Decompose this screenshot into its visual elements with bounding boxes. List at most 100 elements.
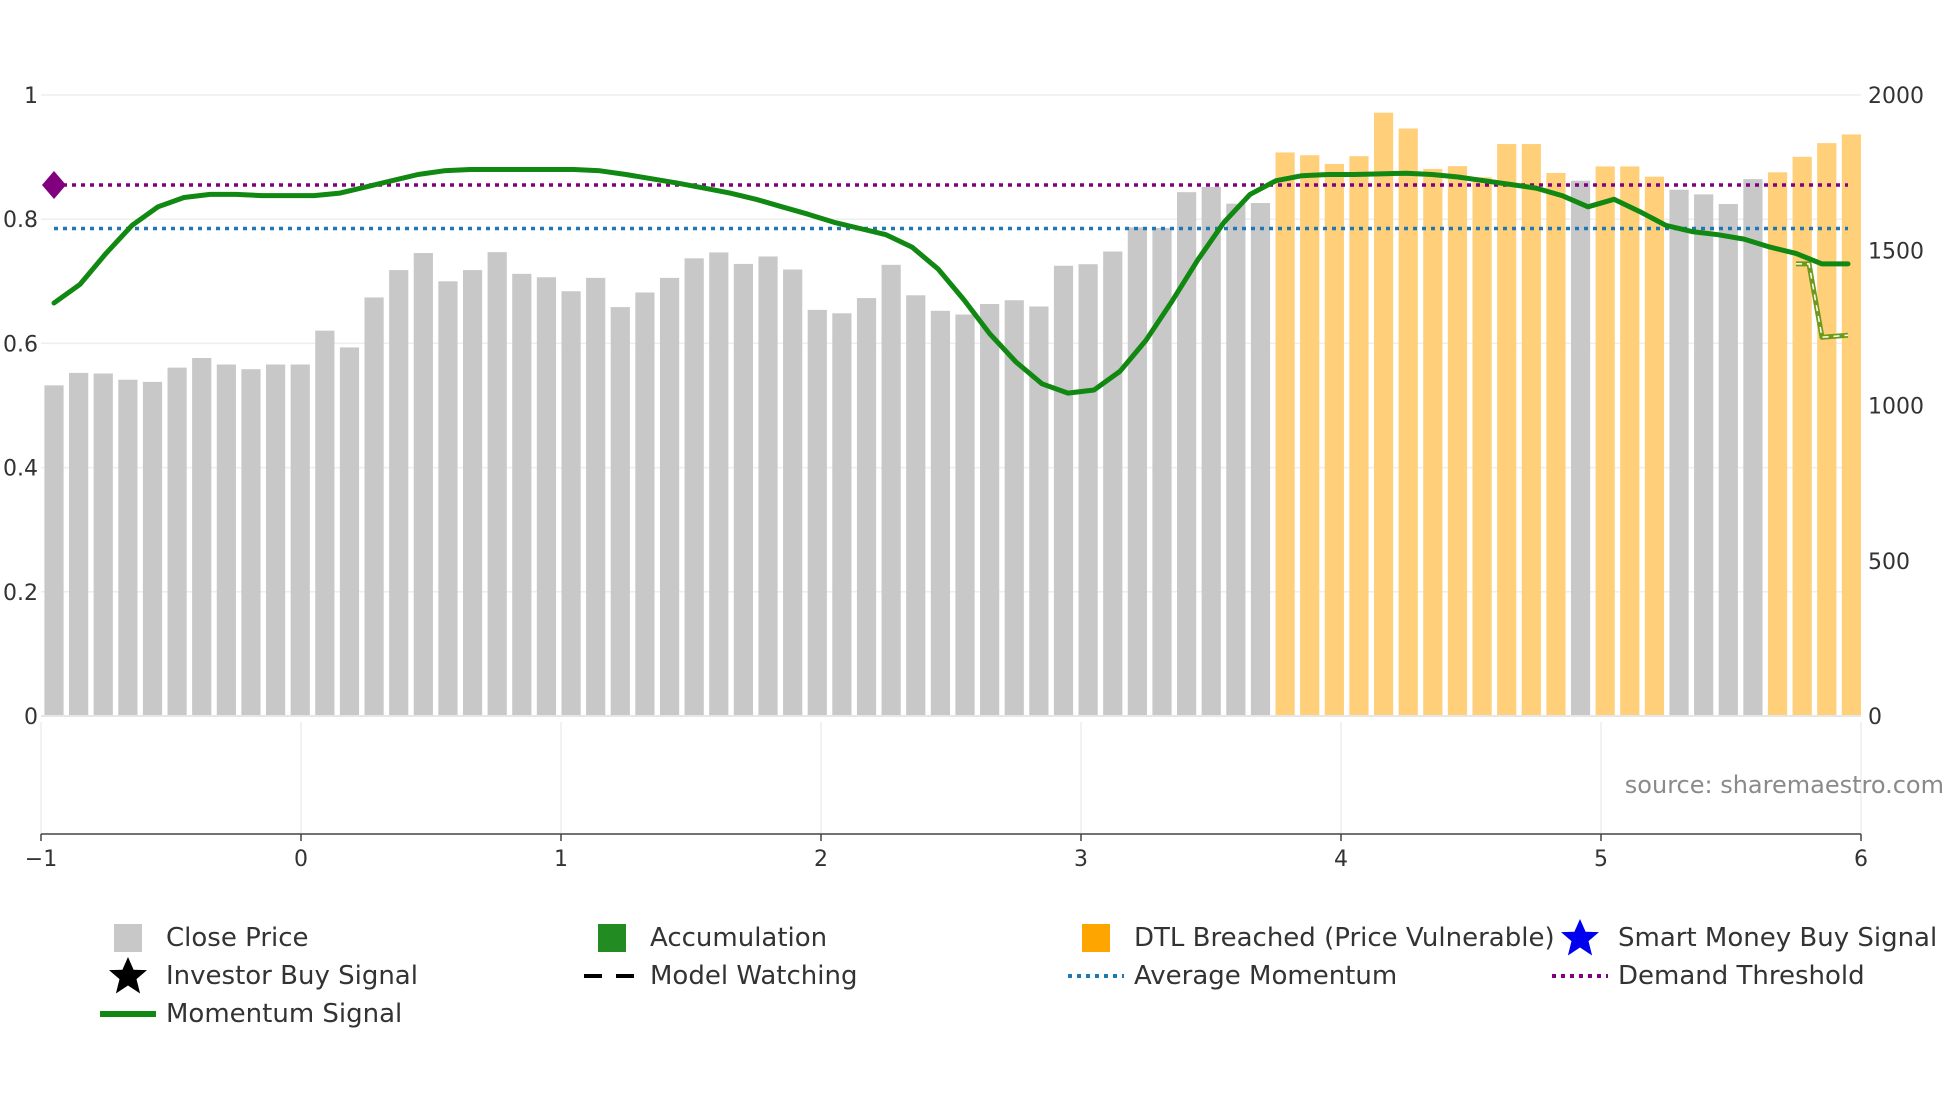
x-tick-label: 4 xyxy=(1334,847,1348,872)
square-icon xyxy=(580,920,644,956)
close-price-bar xyxy=(1250,203,1271,716)
legend-investor-buy-signal[interactable]: Investor Buy Signal xyxy=(96,957,418,994)
close-price-bar xyxy=(512,273,532,716)
close-price-bar xyxy=(93,373,113,716)
legend-label: Model Watching xyxy=(650,961,858,991)
close-price-bar xyxy=(1201,186,1221,716)
y-left-tick-label: 0.6 xyxy=(3,332,38,357)
close-price-bar xyxy=(1275,152,1295,716)
close-price-bar xyxy=(1053,265,1074,716)
close-price-bar xyxy=(44,385,64,716)
close-price-bar xyxy=(733,263,754,716)
dotted-line-icon xyxy=(1064,958,1128,994)
close-price-bar xyxy=(1841,134,1862,717)
close-price-bar xyxy=(290,364,310,716)
close-price-bar xyxy=(1324,163,1344,716)
legend-smart-money-buy-signal[interactable]: Smart Money Buy Signal xyxy=(1548,919,1938,956)
close-price-bar xyxy=(1447,166,1468,717)
close-price-bar xyxy=(142,381,163,716)
close-price-bar xyxy=(1817,143,1837,716)
close-price-bar xyxy=(1620,166,1640,717)
close-price-bar xyxy=(1743,179,1763,716)
close-price-bar xyxy=(438,281,458,716)
legend-accumulation[interactable]: Accumulation xyxy=(580,920,827,956)
square-icon xyxy=(1064,920,1128,956)
close-price-bar xyxy=(1029,306,1049,716)
close-price-bar xyxy=(955,314,975,716)
close-price-bar xyxy=(339,347,360,716)
close-price-bar xyxy=(1792,156,1812,717)
legend: Close Price Accumulation DTL Breached (P… xyxy=(0,919,1960,1050)
star-icon xyxy=(1548,919,1612,956)
close-price-bar xyxy=(856,298,877,716)
close-price-bar xyxy=(487,252,507,716)
close-price-bar xyxy=(1398,128,1418,716)
close-price-bar xyxy=(635,292,655,716)
close-price-bar xyxy=(192,357,212,716)
close-price-bars xyxy=(44,112,1862,717)
y-right-tick-label: 2000 xyxy=(1868,84,1924,109)
y-left-tick-label: 0.2 xyxy=(3,581,38,606)
solid-line-icon xyxy=(96,996,160,1032)
close-price-bar xyxy=(462,270,483,716)
x-tick-label: 6 xyxy=(1854,847,1868,872)
y-left-tick-label: 0.4 xyxy=(3,457,38,482)
close-price-bar xyxy=(413,253,433,716)
x-tick-label: 2 xyxy=(814,847,828,872)
y-right-tick-label: 1000 xyxy=(1868,395,1924,420)
close-price-bar xyxy=(561,291,581,716)
momentum-line xyxy=(51,167,1851,396)
x-tick-label: 3 xyxy=(1074,847,1088,872)
close-price-bar xyxy=(167,367,187,716)
legend-label: Average Momentum xyxy=(1134,961,1398,991)
close-price-bar xyxy=(906,295,926,716)
legend-demand-threshold[interactable]: Demand Threshold xyxy=(1548,958,1865,994)
close-price-bar xyxy=(1570,180,1591,716)
momentum-signal xyxy=(51,167,1851,396)
legend-label: DTL Breached (Price Vulnerable) xyxy=(1134,923,1555,953)
close-price-bar xyxy=(684,258,704,716)
close-price-bar xyxy=(832,313,852,716)
close-price-bar xyxy=(389,270,409,716)
close-price-bar xyxy=(758,256,778,716)
close-price-bar xyxy=(1373,112,1394,717)
close-price-bar xyxy=(610,307,630,716)
close-price-bar xyxy=(930,310,950,716)
legend-momentum-signal[interactable]: Momentum Signal xyxy=(96,996,402,1032)
close-price-bar xyxy=(1497,144,1517,716)
close-price-bar xyxy=(118,379,138,716)
close-price-bar xyxy=(1152,227,1172,717)
legend-label: Accumulation xyxy=(650,923,828,953)
legend-average-momentum[interactable]: Average Momentum xyxy=(1064,958,1397,994)
close-price-bar xyxy=(881,264,901,716)
legend-close-price[interactable]: Close Price xyxy=(96,920,309,956)
close-price-bar xyxy=(265,364,286,716)
close-price-bar xyxy=(536,277,557,716)
close-price-bar xyxy=(216,364,236,716)
legend-dtl-breached[interactable]: DTL Breached (Price Vulnerable) xyxy=(1064,920,1555,956)
close-price-bar xyxy=(315,330,335,716)
y-right-tick-label: 1500 xyxy=(1868,239,1924,264)
close-price-bar xyxy=(1521,144,1541,716)
legend-label: Investor Buy Signal xyxy=(166,961,418,991)
close-price-bar xyxy=(980,303,1000,716)
close-price-bar xyxy=(241,369,261,716)
close-price-bar xyxy=(1300,155,1320,716)
source-label: source: sharemaestro.com xyxy=(1625,771,1944,799)
legend-label: Smart Money Buy Signal xyxy=(1618,923,1938,953)
close-price-bar xyxy=(1177,192,1197,716)
close-price-bar xyxy=(709,252,729,716)
legend-label: Demand Threshold xyxy=(1618,961,1865,991)
close-price-bar xyxy=(1669,189,1689,716)
legend-model-watching[interactable]: Model Watching xyxy=(580,958,857,994)
x-tick-label: 1 xyxy=(554,847,568,872)
close-price-bar xyxy=(1226,203,1246,717)
x-tick-label: 0 xyxy=(294,847,308,872)
square-icon xyxy=(96,920,160,956)
y-right-tick-label: 500 xyxy=(1868,550,1910,575)
close-price-bar xyxy=(69,372,89,716)
close-price-bar xyxy=(1472,177,1492,717)
close-price-bar xyxy=(1004,300,1024,716)
demand-threshold-marker xyxy=(42,171,66,200)
